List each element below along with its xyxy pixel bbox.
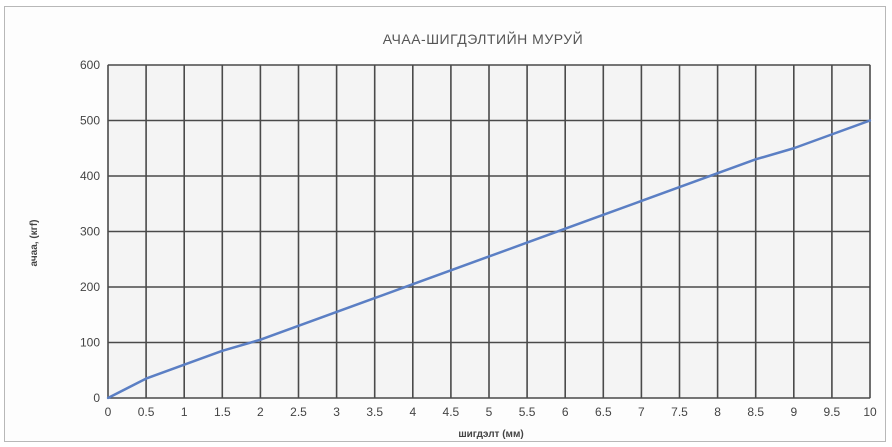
x-tick-label: 1.5 <box>214 405 231 419</box>
data-point <box>335 310 338 314</box>
x-tick-label: 9.5 <box>824 405 841 419</box>
x-tick-label: 3 <box>333 405 340 419</box>
y-axis-title: ачаа, (кгf) <box>29 220 40 267</box>
x-tick-label: 1 <box>181 405 188 419</box>
data-point <box>259 338 262 341</box>
x-tick-label: 8 <box>714 405 721 419</box>
x-tick-label: 10 <box>863 405 877 419</box>
data-point <box>106 396 110 400</box>
x-axis-title: шигдэлт (мм) <box>458 429 523 440</box>
x-tick-label: 5.5 <box>519 405 536 419</box>
data-point <box>564 227 567 230</box>
data-point <box>868 119 872 122</box>
data-point <box>754 158 757 161</box>
x-tick-label: 4.5 <box>443 405 460 419</box>
y-tick-label: 300 <box>80 225 100 239</box>
y-tick-label: 200 <box>80 280 100 294</box>
chart-title: АЧАА-ШИГДЭЛТИЙН МУРУЙ <box>383 30 583 47</box>
x-tick-label: 2.5 <box>290 405 307 419</box>
data-point <box>640 199 643 203</box>
x-tick-label: 6 <box>562 405 569 419</box>
x-tick-label: 0.5 <box>138 405 155 419</box>
x-tick-label: 5 <box>486 405 493 419</box>
y-tick-label: 600 <box>80 58 100 72</box>
chart-frame: АЧАА-ШИГДЭЛТИЙН МУРУЙ 0 0.5 1 1.5 2 2.5 3 3.5 4 4… <box>4 6 886 442</box>
x-tick-label: 2 <box>257 405 264 419</box>
x-tick-label: 9 <box>790 405 797 419</box>
data-point <box>830 133 834 136</box>
y-tick-label: 500 <box>80 114 100 128</box>
y-axis-ticks: 0 100 200 300 400 500 600 <box>80 58 100 405</box>
data-point <box>716 172 719 175</box>
y-tick-label: 400 <box>80 169 100 183</box>
x-tick-label: 7.5 <box>671 405 688 419</box>
data-point <box>373 296 376 300</box>
data-point <box>221 349 224 353</box>
data-point <box>449 269 453 272</box>
data-point <box>297 324 300 328</box>
x-tick-label: 4 <box>409 405 416 419</box>
x-tick-label: 0 <box>105 405 112 419</box>
x-tick-label: 3.5 <box>366 405 383 419</box>
data-point <box>792 147 795 150</box>
data-point <box>487 255 491 258</box>
data-point <box>678 185 681 189</box>
x-tick-label: 8.5 <box>747 405 764 419</box>
series-layer <box>106 119 872 400</box>
grid-lines <box>107 64 871 399</box>
data-point <box>411 283 414 286</box>
y-tick-label: 100 <box>80 336 100 350</box>
x-tick-label: 6.5 <box>595 405 612 419</box>
x-axis-ticks: 0 0.5 1 1.5 2 2.5 3 3.5 4 4.5 5 5.5 6 6.5 7 7.5 8 8.5 9 9.5… <box>105 405 877 419</box>
y-tick-label: 0 <box>93 391 100 405</box>
data-point <box>144 377 148 380</box>
data-point <box>183 363 186 366</box>
x-tick-label: 7 <box>638 405 645 419</box>
data-point <box>525 241 529 244</box>
data-point <box>602 213 605 217</box>
chart-svg: АЧАА-ШИГДЭЛТИЙН МУРУЙ 0 0.5 1 1.5 2 2.5 3 3.5 4 4… <box>29 30 877 440</box>
